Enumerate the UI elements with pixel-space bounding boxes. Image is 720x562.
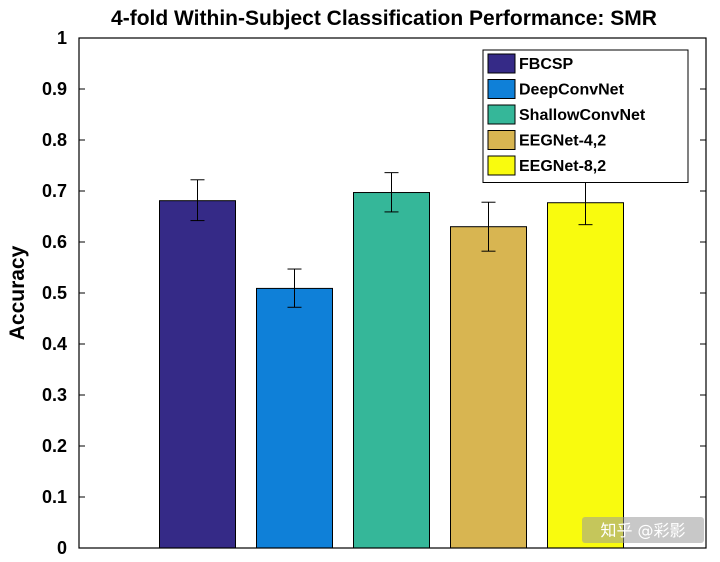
y-tick-label: 0.4 bbox=[42, 334, 67, 354]
y-tick-label: 0.1 bbox=[42, 487, 67, 507]
legend-swatch bbox=[487, 130, 516, 150]
y-tick-label: 0.6 bbox=[42, 232, 67, 252]
legend-swatch bbox=[487, 79, 516, 99]
y-tick-label: 0.9 bbox=[42, 79, 67, 99]
plot-area-frame bbox=[78, 37, 707, 549]
legend-box bbox=[482, 49, 689, 183]
bars bbox=[159, 192, 624, 549]
y-axis-label: Accuracy bbox=[6, 245, 29, 340]
watermark-text: 知乎 @彩影 bbox=[600, 521, 685, 540]
y-tick-label: 1 bbox=[57, 28, 67, 48]
y-tick-label: 0.2 bbox=[42, 436, 67, 456]
error-bars bbox=[190, 172, 593, 308]
legend-swatch bbox=[487, 104, 516, 125]
chart-title: 4-fold Within-Subject Classification Per… bbox=[111, 7, 657, 30]
bar-eegnet-8-2 bbox=[547, 202, 624, 549]
legend-label: ShallowConvNet bbox=[519, 107, 646, 124]
bar-shallowconvnet bbox=[353, 192, 430, 549]
watermark: 知乎 @彩影 bbox=[582, 517, 704, 543]
y-tick-label: 0 bbox=[57, 538, 67, 558]
bar-deepconvnet bbox=[256, 287, 333, 549]
legend-label: EEGNet-4,2 bbox=[519, 133, 606, 150]
legend-label: DeepConvNet bbox=[519, 82, 625, 99]
y-tick-label: 0.5 bbox=[42, 283, 67, 303]
y-tick-label: 0.8 bbox=[42, 130, 67, 150]
bar-fbcsp bbox=[159, 200, 236, 549]
legend-swatch bbox=[487, 53, 516, 74]
legend-label: EEGNet-8,2 bbox=[519, 158, 606, 175]
legend: FBCSP DeepConvNet ShallowConvNet EEGNet-4,2… bbox=[482, 49, 689, 183]
y-tick-label: 0.3 bbox=[42, 385, 67, 405]
legend-label: FBCSP bbox=[519, 56, 574, 73]
y-tick-label: 0.7 bbox=[42, 181, 67, 201]
legend-swatch bbox=[487, 155, 516, 176]
y-axis-ticks: 0 0.1 0.2 0.3 0.4 0.5 0.6 0.7 0.8 0.9 1 bbox=[42, 28, 706, 558]
bar-eegnet-4-2 bbox=[450, 226, 527, 549]
